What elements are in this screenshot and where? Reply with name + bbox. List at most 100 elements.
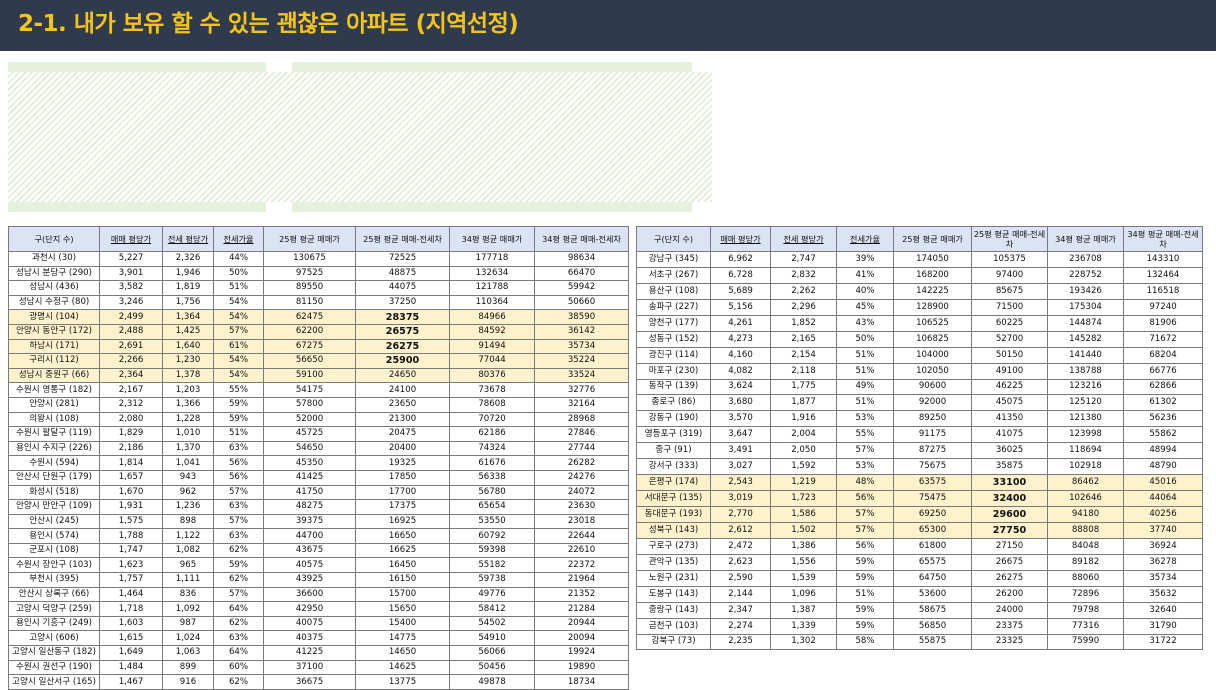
cell-25py-gap: 60225 (971, 314, 1048, 332)
table-row: 중랑구 (143) 2,347 1,387 59% 58675 24000 79798 326… (636, 601, 1203, 619)
cell-34py-gap: 48994 (1123, 442, 1203, 460)
cell-jeonse-per-pyeong: 2,326 (162, 251, 214, 267)
cell-34py-gap: 68204 (1123, 346, 1203, 364)
cell-jeonse-per-pyeong: 1,302 (770, 633, 837, 651)
cell-25py-gap: 17700 (355, 484, 450, 501)
cell-34py-sale: 118694 (1047, 442, 1124, 460)
cell-sale-per-pyeong: 1,623 (99, 557, 163, 574)
cell-sale-per-pyeong: 2,347 (710, 601, 771, 619)
cell-jeonse-ratio: 50% (836, 330, 894, 348)
cell-jeonse-per-pyeong: 1,556 (770, 553, 837, 571)
cell-jeonse-per-pyeong: 899 (162, 659, 214, 676)
col-header-34py-sale: 34평 평균 매매가 (1047, 226, 1124, 252)
cell-district: 성남시 중원구 (66) (8, 367, 100, 384)
table-row: 성남시 중원구 (66) 2,364 1,378 54% 59100 24650 80376… (8, 367, 629, 384)
cell-district: 중구 (91) (636, 442, 711, 460)
cell-sale-per-pyeong: 3,680 (710, 394, 771, 412)
cell-sale-per-pyeong: 4,082 (710, 362, 771, 380)
cell-25py-gap: 20400 (355, 440, 450, 457)
cell-jeonse-per-pyeong: 1,539 (770, 569, 837, 587)
cell-district: 안양시 (281) (8, 396, 100, 413)
cell-jeonse-ratio: 57% (836, 521, 894, 539)
cell-jeonse-ratio: 45% (836, 298, 894, 316)
cell-34py-gap: 27846 (534, 426, 629, 442)
cell-jeonse-ratio: 57% (213, 586, 264, 603)
cell-25py-gap: 37250 (355, 294, 450, 311)
table-row: 의왕시 (108) 2,080 1,228 59% 52000 21300 70720 289… (8, 411, 629, 428)
table-row: 종로구 (86) 3,680 1,877 51% 92000 45075 125120 613… (636, 394, 1203, 412)
cell-jeonse-per-pyeong: 962 (162, 484, 214, 501)
cell-district: 성동구 (152) (636, 330, 711, 348)
cell-district: 은평구 (174) (636, 474, 711, 492)
table-row: 화성시 (518) 1,670 962 57% 41750 17700 56780 24072 (8, 484, 629, 501)
cell-jeonse-ratio: 60% (213, 659, 264, 676)
cell-25py-gap: 26275 (971, 569, 1048, 587)
cell-jeonse-per-pyeong: 1,228 (162, 411, 214, 428)
cell-jeonse-ratio: 59% (213, 396, 264, 413)
cell-34py-gap: 24276 (534, 469, 629, 486)
cell-34py-sale: 145282 (1047, 330, 1124, 348)
cell-sale-per-pyeong: 3,901 (99, 265, 163, 282)
cell-jeonse-per-pyeong: 2,165 (770, 330, 837, 348)
cell-34py-sale: 80376 (449, 367, 535, 384)
cell-25py-sale: 59100 (263, 367, 356, 384)
cell-25py-sale: 41225 (263, 645, 356, 661)
cell-jeonse-ratio: 41% (836, 266, 894, 284)
cell-district: 송파구 (227) (636, 298, 711, 316)
cell-34py-gap: 98634 (534, 251, 629, 267)
cell-34py-sale: 123998 (1047, 426, 1124, 444)
cell-25py-sale: 39375 (263, 513, 356, 530)
cell-34py-gap: 36278 (1123, 553, 1203, 571)
table-row: 송파구 (227) 5,156 2,296 45% 128900 71500 175304 9… (636, 298, 1203, 316)
cell-34py-gap: 71672 (1123, 330, 1203, 348)
cell-district: 마포구 (230) (636, 362, 711, 380)
cell-jeonse-per-pyeong: 1,756 (162, 294, 214, 311)
cell-jeonse-ratio: 40% (836, 282, 894, 300)
cell-25py-gap: 85675 (971, 282, 1048, 300)
cell-34py-gap: 35632 (1123, 585, 1203, 603)
cell-sale-per-pyeong: 2,543 (710, 474, 771, 492)
cell-jeonse-per-pyeong: 916 (162, 674, 214, 690)
cell-34py-gap: 32164 (534, 396, 629, 413)
table-row: 성남시 (436) 3,582 1,819 51% 89550 44075 121788 59… (8, 280, 629, 296)
col-header-sale-price-per-pyeong: 매매 평당가 (99, 226, 163, 252)
cell-jeonse-ratio: 64% (213, 645, 264, 661)
cell-34py-sale: 78608 (449, 396, 535, 413)
table-row: 군포시 (108) 1,747 1,082 62% 43675 16625 59398 226… (8, 542, 629, 559)
cell-sale-per-pyeong: 6,962 (710, 251, 771, 268)
cell-25py-gap: 23325 (971, 633, 1048, 651)
table-row: 수원시 영통구 (182) 2,167 1,203 55% 54175 24100 7367… (8, 382, 629, 398)
cell-25py-sale: 62475 (263, 309, 356, 325)
cell-sale-per-pyeong: 3,570 (710, 410, 771, 428)
cell-34py-gap: 56236 (1123, 410, 1203, 428)
cell-34py-sale: 74324 (449, 440, 535, 457)
cell-jeonse-ratio: 54% (213, 367, 264, 384)
cell-jeonse-ratio: 59% (836, 617, 894, 635)
cell-district: 수원시 (594) (8, 455, 100, 471)
cell-25py-gap: 36025 (971, 442, 1048, 460)
cell-25py-gap: 15400 (355, 615, 450, 632)
cell-34py-sale: 73678 (449, 382, 535, 398)
cell-jeonse-per-pyeong: 1,203 (162, 382, 214, 398)
table-row: 고양시 일산동구 (182) 1,649 1,063 64% 41225 14650 560… (8, 645, 629, 661)
cell-jeonse-per-pyeong: 943 (162, 469, 214, 486)
cell-jeonse-ratio: 56% (213, 469, 264, 486)
cell-sale-per-pyeong: 2,770 (710, 506, 771, 523)
cell-district: 용산구 (108) (636, 282, 711, 300)
cell-25py-gap: 20475 (355, 426, 450, 442)
cell-34py-sale: 50456 (449, 659, 535, 676)
table-row: 하남시 (171) 2,691 1,640 61% 67275 26275 91494 357… (8, 338, 629, 355)
table-row: 동작구 (139) 3,624 1,775 49% 90600 46225 123216 62… (636, 378, 1203, 396)
cell-25py-sale: 106525 (893, 314, 972, 332)
cell-25py-sale: 106825 (893, 330, 972, 348)
cell-25py-gap: 29600 (971, 506, 1048, 523)
cell-district: 광진구 (114) (636, 346, 711, 364)
cell-jeonse-ratio: 51% (213, 426, 264, 442)
cell-25py-gap: 25900 (355, 353, 450, 369)
cell-jeonse-ratio: 48% (836, 474, 894, 492)
cell-jeonse-ratio: 59% (213, 411, 264, 428)
cell-25py-sale: 40575 (263, 557, 356, 574)
cell-34py-gap: 18734 (534, 674, 629, 690)
cell-34py-gap: 97240 (1123, 298, 1203, 316)
cell-district: 강남구 (345) (636, 251, 711, 268)
